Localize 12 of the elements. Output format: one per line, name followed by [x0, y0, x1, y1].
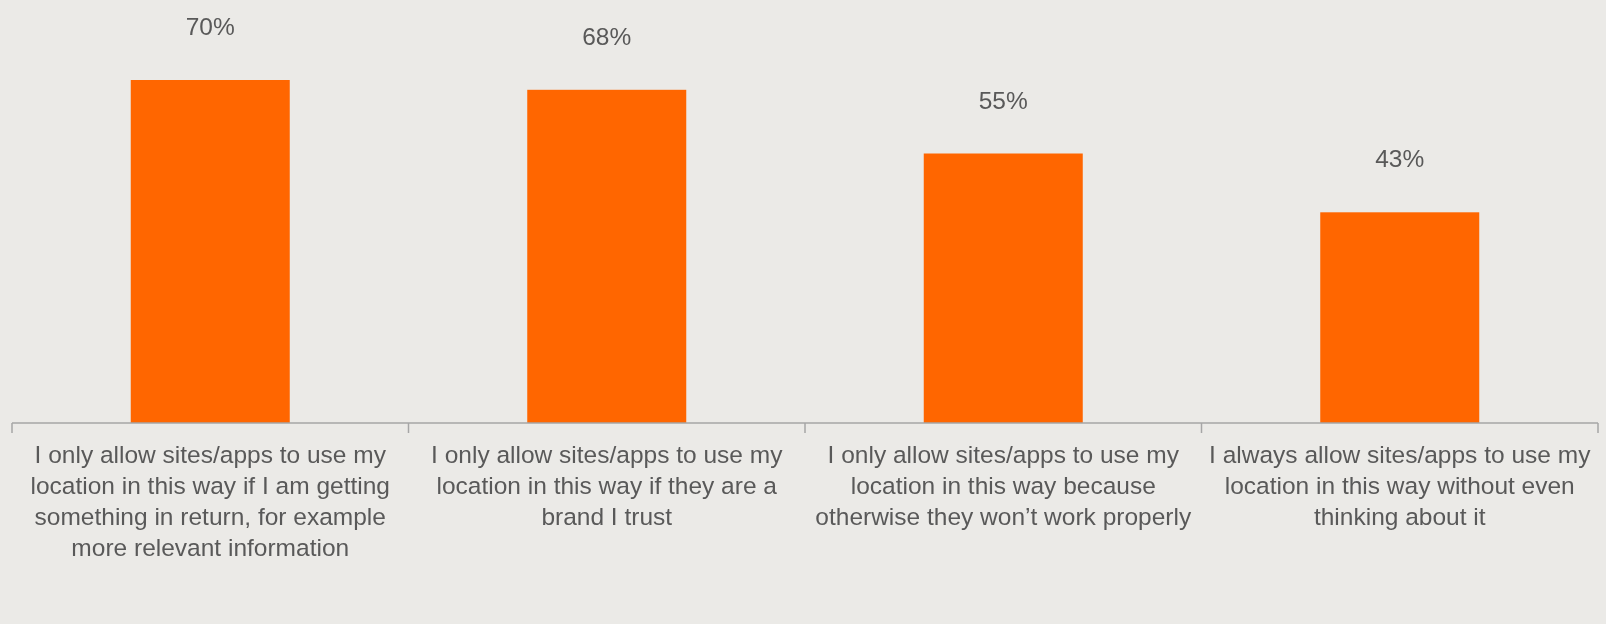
bar: [130, 80, 290, 423]
bar: [923, 153, 1083, 423]
data-label: 55%: [978, 86, 1028, 114]
bar: [1320, 212, 1480, 423]
x-tick-label: I only allow sites/apps to use my location in this way because otherwise they won’t work properly: [815, 441, 1192, 530]
x-tick-label: I always allow sites/apps to use my location in this way without even thinking about it: [1209, 441, 1592, 530]
data-label: 43%: [1375, 145, 1425, 173]
x-tick-label: I only allow sites/apps to use my location in this way if I am getting something in return, for example more relevant information: [30, 441, 391, 561]
data-label: 68%: [582, 22, 632, 50]
x-tick-label: I only allow sites/apps to use my location in this way if they are a brand I trust: [431, 441, 784, 530]
data-label: 70%: [185, 13, 235, 40]
bar: [527, 89, 687, 423]
